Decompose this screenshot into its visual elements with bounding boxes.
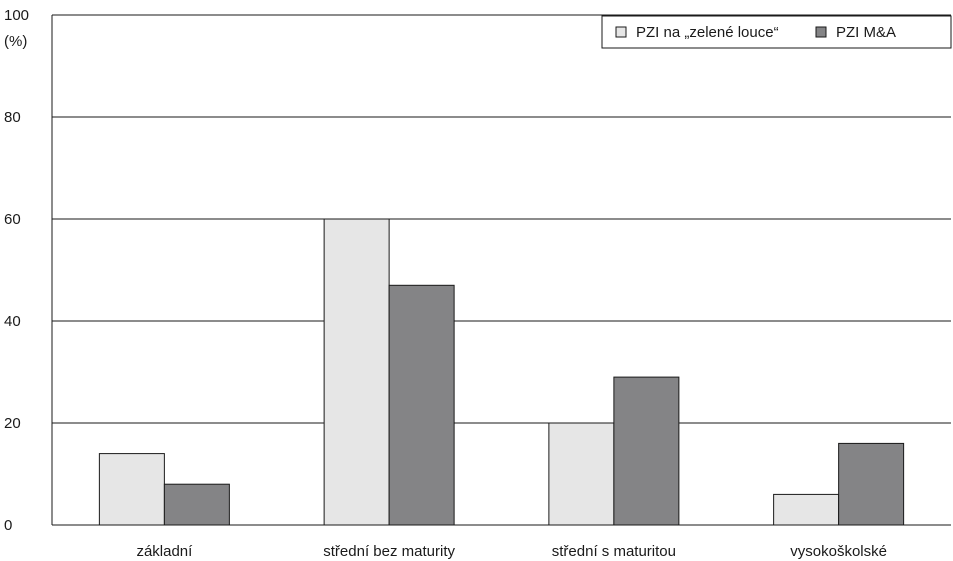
y-axis-unit-label: (%)	[4, 33, 27, 50]
y-tick-label: 0	[4, 517, 12, 534]
legend-swatch	[615, 26, 627, 38]
y-tick-label: 40	[4, 313, 21, 330]
x-category-label: střední s maturitou	[552, 543, 676, 560]
bar	[163, 483, 230, 526]
bar	[323, 218, 390, 526]
y-tick-label: 20	[4, 415, 21, 432]
bar	[838, 442, 905, 526]
bar	[388, 284, 455, 526]
y-tick-labels: 0 20 40 60 80 100	[4, 7, 29, 534]
legend-swatch	[815, 26, 827, 38]
bars	[98, 218, 905, 526]
legend-box	[601, 15, 952, 49]
x-category-label: základní	[136, 543, 193, 560]
y-tick-label: 60	[4, 211, 21, 228]
bar	[548, 422, 615, 526]
bar	[98, 453, 165, 526]
legend-label: PZI na „zelené louce“	[636, 24, 779, 41]
y-tick-label: 100	[4, 7, 29, 24]
x-category-labels: základní střední bez maturity střední s ma…	[136, 543, 887, 560]
bar	[773, 493, 840, 526]
x-category-label: střední bez maturity	[323, 543, 455, 560]
legend-label: PZI M&A	[836, 24, 896, 41]
axes	[51, 15, 951, 526]
gridlines	[52, 14, 951, 424]
x-category-label: vysokoškolské	[790, 543, 887, 560]
bar	[613, 376, 680, 526]
legend: PZI na „zelené louce“ PZI M&A	[601, 15, 952, 49]
y-tick-label: 80	[4, 109, 21, 126]
